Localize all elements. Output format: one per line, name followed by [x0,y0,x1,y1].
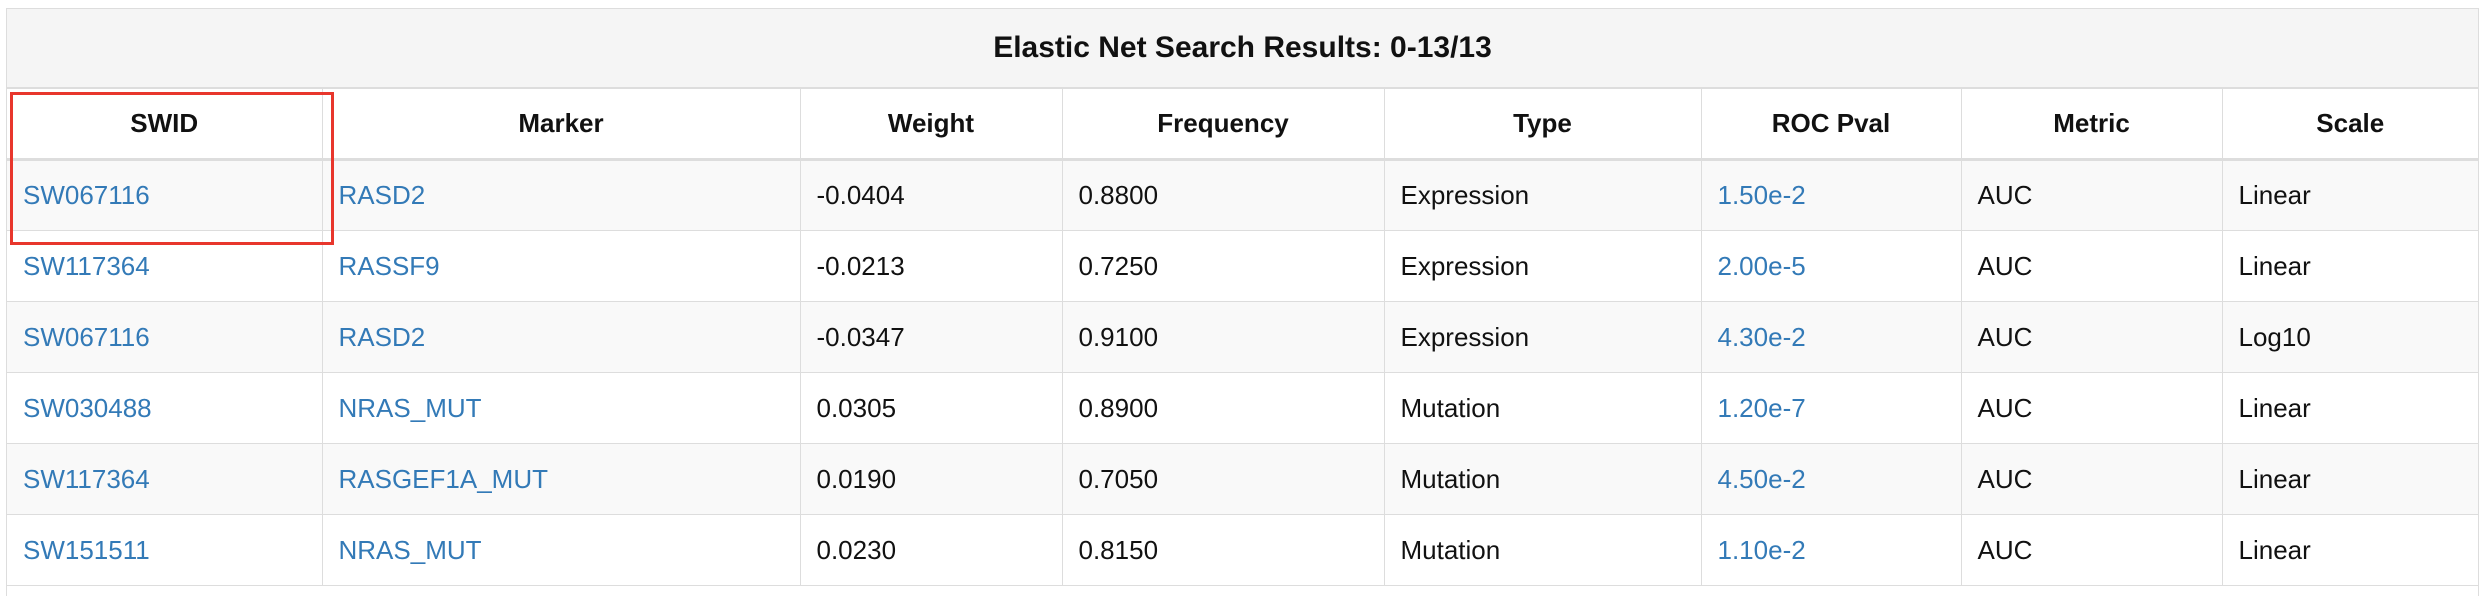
column-header-weight[interactable]: Weight [799,88,1063,161]
type-value: Expression [1400,250,1530,281]
cell-type: Mutation [1383,514,1702,586]
cell-marker: RASGEF1A_MUT [321,443,801,515]
swid-link[interactable]: SW117364 [23,463,150,494]
cell-roc-pval: 4.30e-2 [1700,301,1962,373]
cell-frequency: 0.8800 [1061,159,1385,231]
cell-scale: Linear [2221,514,2478,586]
cell-roc-pval: 1.20e-7 [1700,372,1962,444]
cell-scale: Log10 [2221,301,2478,373]
results-table: Elastic Net Search Results: 0-13/13 SWID… [7,9,2478,586]
marker-link[interactable]: RASD2 [338,180,426,210]
marker-link[interactable]: RASGEF1A_MUT [338,463,549,494]
type-value: Expression [1400,180,1530,210]
marker-link[interactable]: RASSF9 [338,250,440,281]
cell-swid: SW067116 [7,159,323,231]
cell-marker: RASSF9 [321,230,801,302]
cell-metric: AUC [1960,443,2223,515]
table-row: SW117364 RASGEF1A_MUT 0.0190 0.7050 Muta… [7,443,2478,515]
cell-scale: Linear [2221,230,2478,302]
cell-roc-pval: 4.50e-2 [1700,443,1962,515]
cell-metric: AUC [1960,301,2223,373]
cell-frequency: 0.8900 [1061,372,1385,444]
table-body: SW067116 RASD2 -0.0404 0.8800 Expression… [7,159,2478,586]
cell-type: Expression [1383,230,1702,302]
table-title: Elastic Net Search Results: 0-13/13 [7,9,2478,88]
column-header-roc-pval[interactable]: ROC Pval [1700,88,1962,161]
cell-metric: AUC [1960,159,2223,231]
cell-type: Expression [1383,159,1702,231]
cell-swid: SW151511 [7,514,323,586]
column-header-marker[interactable]: Marker [321,88,801,161]
cell-weight: -0.0404 [799,159,1063,231]
cell-swid: SW067116 [7,301,323,373]
cell-scale: Linear [2221,372,2478,444]
column-header-scale[interactable]: Scale [2221,88,2478,161]
cell-metric: AUC [1960,372,2223,444]
marker-link[interactable]: NRAS_MUT [338,392,482,423]
roc-pval-link[interactable]: 4.30e-2 [1717,321,1806,352]
cell-type: Mutation [1383,372,1702,444]
cell-marker: RASD2 [321,301,801,373]
cell-roc-pval: 1.10e-2 [1700,514,1962,586]
type-link[interactable]: Mutation [1400,392,1501,423]
table-row: SW117364 RASSF9 -0.0213 0.7250 Expressio… [7,230,2478,302]
table-row: SW151511 NRAS_MUT 0.0230 0.8150 Mutation… [7,514,2478,586]
cell-swid: SW117364 [7,443,323,515]
roc-pval-link[interactable]: 4.50e-2 [1717,463,1806,494]
cell-marker: NRAS_MUT [321,514,801,586]
results-panel: Elastic Net Search Results: 0-13/13 SWID… [6,8,2479,596]
cell-scale: Linear [2221,159,2478,231]
marker-link[interactable]: RASD2 [338,321,426,352]
cell-weight: -0.0347 [799,301,1063,373]
cell-weight: 0.0230 [799,514,1063,586]
cell-metric: AUC [1960,514,2223,586]
swid-link[interactable]: SW030488 [23,392,152,423]
header-row: SWID Marker Weight Frequency Type ROC Pv… [7,88,2478,161]
cell-frequency: 0.8150 [1061,514,1385,586]
swid-link[interactable]: SW117364 [23,250,150,281]
cell-weight: -0.0213 [799,230,1063,302]
roc-pval-link[interactable]: 1.50e-2 [1717,180,1806,210]
cell-frequency: 0.7050 [1061,443,1385,515]
type-value: Expression [1400,321,1530,352]
cell-marker: RASD2 [321,159,801,231]
cell-roc-pval: 1.50e-2 [1700,159,1962,231]
cell-metric: AUC [1960,230,2223,302]
cell-swid: SW117364 [7,230,323,302]
type-link[interactable]: Mutation [1400,463,1501,494]
column-header-frequency[interactable]: Frequency [1061,88,1385,161]
table-row: SW030488 NRAS_MUT 0.0305 0.8900 Mutation… [7,372,2478,444]
cell-frequency: 0.9100 [1061,301,1385,373]
roc-pval-link[interactable]: 2.00e-5 [1717,250,1806,281]
cell-frequency: 0.7250 [1061,230,1385,302]
roc-pval-link[interactable]: 1.10e-2 [1717,534,1806,565]
cell-type: Mutation [1383,443,1702,515]
swid-link[interactable]: SW067116 [23,321,150,352]
cell-weight: 0.0190 [799,443,1063,515]
roc-pval-link[interactable]: 1.20e-7 [1717,392,1806,423]
cell-swid: SW030488 [7,372,323,444]
swid-link[interactable]: SW067116 [23,180,150,210]
type-link[interactable]: Mutation [1400,534,1501,565]
cell-roc-pval: 2.00e-5 [1700,230,1962,302]
table-row: SW067116 RASD2 -0.0347 0.9100 Expression… [7,301,2478,373]
column-header-type[interactable]: Type [1383,88,1702,161]
cell-weight: 0.0305 [799,372,1063,444]
swid-link[interactable]: SW151511 [23,534,150,565]
cell-scale: Linear [2221,443,2478,515]
cell-marker: NRAS_MUT [321,372,801,444]
column-header-swid[interactable]: SWID [7,88,323,161]
column-header-metric[interactable]: Metric [1960,88,2223,161]
table-row: SW067116 RASD2 -0.0404 0.8800 Expression… [7,159,2478,231]
cell-type: Expression [1383,301,1702,373]
marker-link[interactable]: NRAS_MUT [338,534,482,565]
